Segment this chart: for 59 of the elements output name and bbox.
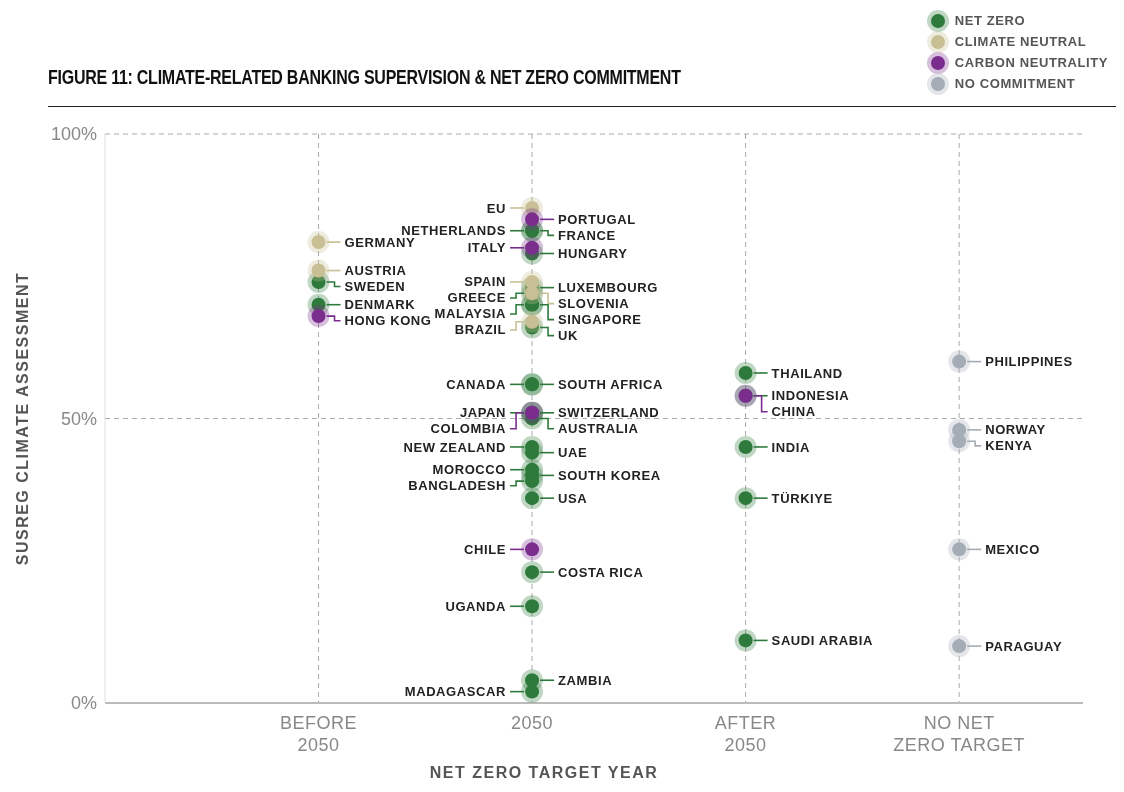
annotation: AUSTRIA	[344, 263, 407, 279]
annotation: GREECE	[447, 290, 507, 306]
annotation: COSTA RICA	[558, 564, 644, 580]
annotation: CHILE	[464, 541, 507, 557]
annotation: SOUTH AFRICA	[558, 376, 664, 392]
x-axis-title: NET ZERO TARGET YEAR	[429, 764, 659, 781]
annotation: FRANCE	[558, 227, 616, 243]
annotation: JAPAN	[459, 405, 507, 421]
annotation: MEXICO	[985, 541, 1041, 557]
annotation: INDONESIA	[771, 388, 850, 404]
y-tick-label: 50%	[60, 408, 97, 429]
annotation: SWITZERLAND	[558, 405, 660, 421]
annotation: PARAGUAY	[985, 638, 1063, 654]
annotation: BRAZIL	[454, 322, 507, 338]
annotation: UAE	[558, 445, 588, 461]
x-tick-label: 2050	[511, 713, 554, 733]
legend-label: NET ZERO	[954, 13, 1026, 28]
annotation: DENMARK	[344, 297, 416, 313]
annotation: CANADA	[446, 376, 507, 392]
annotation: BANGLADESH	[408, 478, 507, 494]
x-tick-label: BEFORE 2050	[280, 713, 358, 755]
annotation: ITALY	[467, 240, 507, 256]
annotation: INDIA	[771, 439, 811, 455]
annotation: USA	[558, 490, 588, 506]
annotation: AUSTRALIA	[558, 421, 639, 437]
annotation: SWEDEN	[344, 279, 406, 295]
legend-label: NO COMMITMENT	[954, 76, 1076, 91]
annotation: NORWAY	[985, 422, 1046, 438]
annotation: MADAGASCAR	[404, 684, 507, 700]
annotation: KENYA	[985, 438, 1033, 454]
x-tick-label: NO NET ZERO TARGET	[893, 713, 1026, 755]
chart-title: FIGURE 11: CLIMATE-RELATED BANKING SUPERVISION & NET ZERO COMMITMENT	[48, 66, 681, 89]
y-tick-label: 0%	[70, 693, 97, 714]
annotation: TÜRKIYE	[771, 490, 833, 506]
annotation: CHINA	[771, 404, 816, 420]
annotation: PORTUGAL	[558, 211, 636, 227]
annotation: UGANDA	[445, 598, 507, 614]
annotation: PHILIPPINES	[985, 354, 1073, 370]
legend-label: CLIMATE NEUTRAL	[954, 34, 1087, 49]
annotation: EU	[486, 200, 507, 216]
y-axis-title: SUSREG CLIMATE ASSESSMENT	[13, 271, 31, 566]
annotation: HONG KONG	[344, 313, 432, 329]
annotation: SAUDI ARABIA	[771, 632, 873, 648]
annotation: SOUTH KOREA	[558, 467, 661, 483]
annotation: SPAIN	[464, 274, 507, 290]
annotation: LUXEMBOURG	[558, 280, 658, 296]
annotation: MALAYSIA	[434, 306, 507, 322]
annotation: ZAMBIA	[558, 672, 613, 688]
annotation: MOROCCO	[432, 462, 507, 478]
legend-label: CARBON NEUTRALITY	[954, 55, 1108, 70]
annotation: SINGAPORE	[558, 312, 642, 328]
annotation: UK	[558, 328, 579, 344]
annotation: HUNGARY	[558, 246, 628, 262]
annotation: NEW ZEALAND	[403, 439, 507, 455]
annotation: COLOMBIA	[430, 421, 507, 437]
annotation: THAILAND	[771, 365, 843, 381]
y-tick-label: 100%	[50, 124, 97, 145]
x-tick-label: AFTER 2050	[714, 713, 777, 755]
annotation: SLOVENIA	[558, 296, 630, 312]
